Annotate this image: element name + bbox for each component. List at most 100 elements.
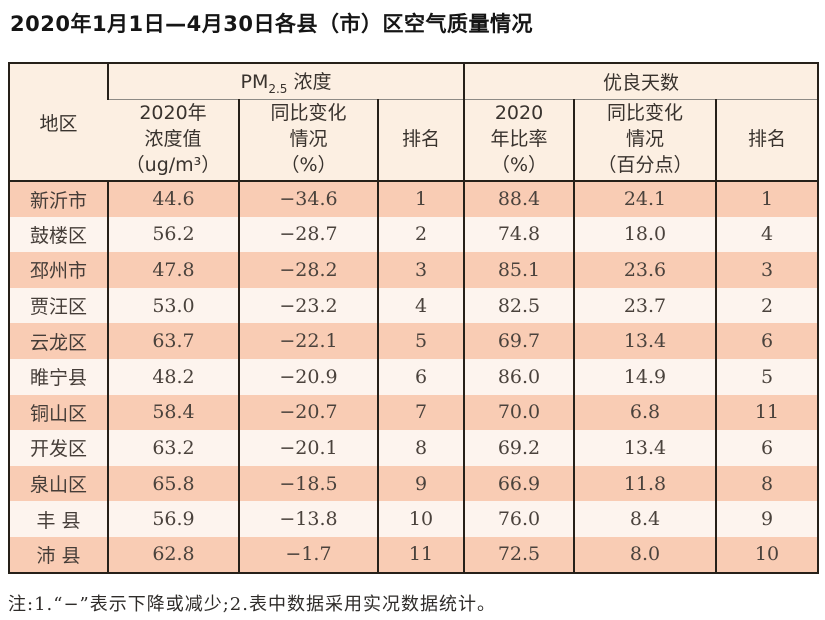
cell-pm-rank: 9: [377, 465, 464, 502]
cell-good-rank: 10: [714, 536, 819, 573]
cell-good-ratio: 76.0: [463, 501, 574, 537]
cell-good-ratio: 70.0: [463, 394, 574, 431]
cell-pm-rank: 4: [377, 287, 464, 324]
cell-pm-value: 47.8: [107, 252, 239, 288]
cell-pm-change: −20.9: [238, 358, 378, 395]
table-row: 鼓楼区 56.2 −28.7 2 74.8 18.0 4: [9, 216, 819, 253]
cell-pm-rank: 6: [377, 358, 464, 395]
table-body: 新沂市 44.6 −34.6 1 88.4 24.1 1 鼓楼区 56.2 −28.7 2 74.8 1…: [9, 181, 819, 573]
column-header-good-ratio: 2020 年比率 （%）: [463, 99, 574, 182]
table-header: 地区 PM2.5 浓度 优良天数 2020年 浓度值 （ug/m³） 同比变化 …: [9, 63, 819, 182]
cell-pm-rank: 5: [377, 323, 464, 359]
table-row: 铜山区 58.4 −20.7 7 70.0 6.8 11: [9, 394, 819, 431]
cell-good-change: 13.4: [573, 430, 716, 466]
cell-good-ratio: 69.2: [463, 430, 574, 466]
cell-good-rank: 6: [714, 323, 819, 359]
cell-good-ratio: 82.5: [463, 287, 574, 324]
cell-pm-change: −20.1: [238, 430, 378, 466]
column-header-pm-value: 2020年 浓度值 （ug/m³）: [108, 99, 239, 182]
cell-pm-change: −34.6: [238, 181, 378, 217]
table-row: 云龙区 63.7 −22.1 5 69.7 13.4 6: [9, 323, 819, 359]
column-header-good-change: 同比变化 情况 （百分点）: [573, 99, 716, 182]
air-quality-table: 地区 PM2.5 浓度 优良天数 2020年 浓度值 （ug/m³） 同比变化 …: [8, 62, 820, 574]
cell-good-change: 8.0: [573, 536, 716, 573]
table-row: 新沂市 44.6 −34.6 1 88.4 24.1 1: [9, 181, 819, 217]
cell-region: 铜山区: [9, 394, 108, 431]
cell-good-change: 24.1: [573, 181, 716, 217]
cell-pm-change: −23.2: [238, 287, 378, 324]
column-header-pm-rank: 排名: [377, 99, 464, 182]
cell-pm-rank: 8: [377, 430, 464, 466]
cell-pm-change: −13.8: [238, 501, 378, 537]
pm25-label-prefix: PM: [240, 70, 269, 93]
cell-good-ratio: 69.7: [463, 323, 574, 359]
cell-region: 丰 县: [9, 501, 108, 537]
cell-pm-change: −22.1: [238, 323, 378, 359]
cell-pm-value: 58.4: [107, 394, 239, 431]
cell-pm-change: −20.7: [238, 394, 378, 431]
table-row: 沛 县 62.8 −1.7 11 72.5 8.0 10: [9, 536, 819, 573]
cell-pm-value: 62.8: [107, 536, 239, 573]
column-header-region: 地区: [9, 63, 108, 182]
cell-pm-value: 65.8: [107, 465, 239, 502]
cell-good-rank: 9: [714, 501, 819, 537]
footnote: 注:1.“−”表示下降或减少;2.表中数据采用实况数据统计。: [8, 594, 496, 615]
cell-region: 鼓楼区: [9, 216, 108, 253]
header-sub-row: 2020年 浓度值 （ug/m³） 同比变化 情况 （%） 排名 2020 年比…: [9, 99, 819, 182]
cell-good-rank: 8: [714, 465, 819, 502]
cell-good-change: 6.8: [573, 394, 716, 431]
cell-region: 新沂市: [9, 181, 108, 217]
cell-good-ratio: 66.9: [463, 465, 574, 502]
header-group-row: 地区 PM2.5 浓度 优良天数: [9, 63, 819, 182]
table-row: 丰 县 56.9 −13.8 10 76.0 8.4 9: [9, 501, 819, 537]
cell-region: 睢宁县: [9, 358, 108, 395]
pm25-label-suffix: 浓度: [287, 70, 332, 93]
cell-good-ratio: 88.4: [463, 181, 574, 217]
column-group-pm25: PM2.5 浓度: [107, 63, 464, 100]
cell-pm-value: 53.0: [107, 287, 239, 324]
column-group-good-days: 优良天数: [462, 63, 819, 100]
cell-region: 邳州市: [9, 252, 108, 288]
cell-good-ratio: 74.8: [463, 216, 574, 253]
cell-pm-change: −28.7: [238, 216, 378, 253]
cell-good-change: 13.4: [573, 323, 716, 359]
cell-good-change: 14.9: [573, 358, 716, 395]
cell-good-change: 23.7: [573, 287, 716, 324]
cell-region: 贾汪区: [9, 287, 108, 324]
cell-pm-value: 63.2: [107, 430, 239, 466]
cell-good-change: 18.0: [573, 216, 716, 253]
cell-good-rank: 6: [714, 430, 819, 466]
column-header-pm-change: 同比变化 情况 （%）: [238, 99, 378, 182]
cell-pm-rank: 7: [377, 394, 464, 431]
cell-good-rank: 1: [714, 181, 819, 217]
cell-good-ratio: 86.0: [463, 358, 574, 395]
cell-region: 沛 县: [9, 536, 108, 573]
cell-good-rank: 4: [714, 216, 819, 253]
table-row: 邳州市 47.8 −28.2 3 85.1 23.6 3: [9, 252, 819, 288]
cell-good-rank: 2: [714, 287, 819, 324]
cell-region: 开发区: [9, 430, 108, 466]
page-title: 2020年1月1日—4月30日各县（市）区空气质量情况: [10, 12, 534, 36]
cell-good-rank: 3: [714, 252, 819, 288]
cell-pm-change: −28.2: [238, 252, 378, 288]
cell-good-rank: 5: [714, 358, 819, 395]
cell-pm-rank: 3: [377, 252, 464, 288]
cell-pm-value: 56.9: [107, 501, 239, 537]
cell-good-change: 23.6: [573, 252, 716, 288]
table-row: 开发区 63.2 −20.1 8 69.2 13.4 6: [9, 430, 819, 466]
cell-pm-value: 48.2: [107, 358, 239, 395]
cell-pm-rank: 2: [377, 216, 464, 253]
cell-good-change: 8.4: [573, 501, 716, 537]
cell-good-rank: 11: [714, 394, 819, 431]
cell-region: 云龙区: [9, 323, 108, 359]
cell-region: 泉山区: [9, 465, 108, 502]
cell-pm-value: 63.7: [107, 323, 239, 359]
cell-good-change: 11.8: [573, 465, 716, 502]
table-row: 贾汪区 53.0 −23.2 4 82.5 23.7 2: [9, 287, 819, 324]
column-header-good-rank: 排名: [714, 99, 819, 182]
cell-pm-rank: 10: [377, 501, 464, 537]
cell-good-ratio: 72.5: [463, 536, 574, 573]
cell-pm-rank: 1: [377, 181, 464, 217]
cell-pm-change: −18.5: [238, 465, 378, 502]
cell-pm-value: 56.2: [107, 216, 239, 253]
